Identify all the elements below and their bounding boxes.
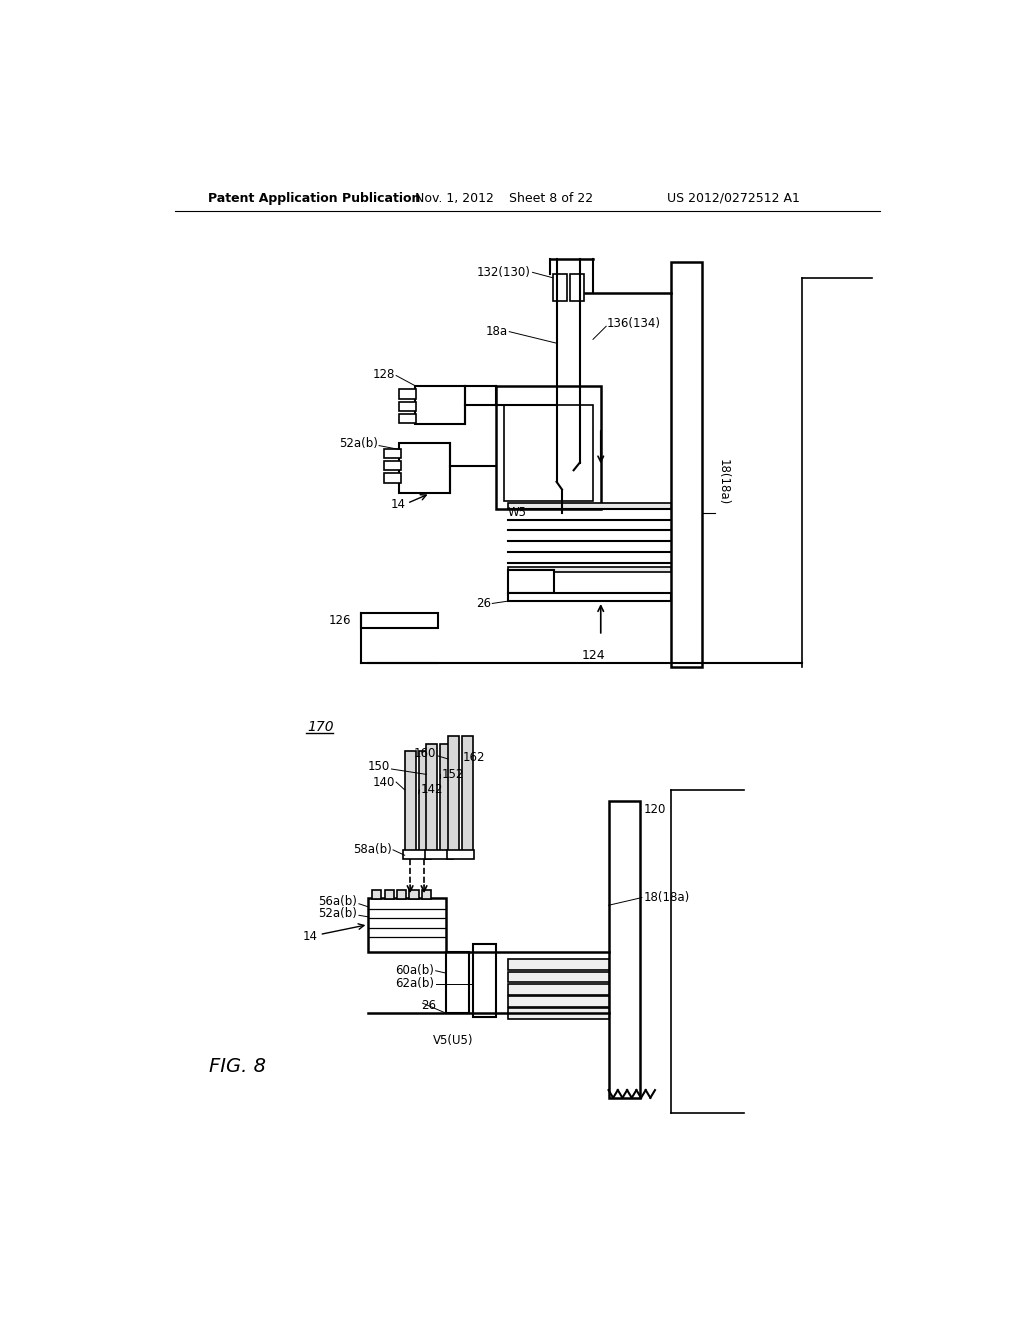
Bar <box>384 461 400 470</box>
Bar <box>553 275 566 301</box>
Bar <box>473 944 496 1016</box>
Text: US 2012/0272512 A1: US 2012/0272512 A1 <box>667 191 800 205</box>
Bar <box>504 405 593 502</box>
Bar <box>426 743 437 851</box>
Bar <box>385 890 394 899</box>
Text: 162: 162 <box>463 751 485 764</box>
Bar <box>419 751 429 851</box>
Text: 62a(b): 62a(b) <box>395 977 434 990</box>
Text: 124: 124 <box>582 648 605 661</box>
Bar <box>445 952 469 1014</box>
Text: 170: 170 <box>308 719 335 734</box>
Text: 126: 126 <box>329 614 351 627</box>
Bar <box>440 743 452 851</box>
Bar <box>608 801 640 1098</box>
Bar <box>399 401 417 411</box>
Bar <box>397 890 407 899</box>
Text: 140: 140 <box>373 776 394 788</box>
Text: 58a(b): 58a(b) <box>352 843 391 857</box>
Bar <box>399 414 417 424</box>
Text: 56a(b): 56a(b) <box>318 895 357 908</box>
Bar <box>508 1008 608 1019</box>
Text: 60a(b): 60a(b) <box>395 964 434 977</box>
Bar <box>372 890 381 899</box>
Text: 26: 26 <box>476 597 490 610</box>
Text: 132(130): 132(130) <box>477 265 531 279</box>
Text: 52a(b): 52a(b) <box>339 437 378 450</box>
Text: 26: 26 <box>421 999 436 1012</box>
Bar <box>508 503 671 508</box>
Bar <box>671 263 701 667</box>
Bar <box>384 449 400 458</box>
Bar <box>508 997 608 1007</box>
Bar <box>360 612 438 628</box>
Bar <box>508 983 608 995</box>
Text: 52a(b): 52a(b) <box>318 907 357 920</box>
Text: 150: 150 <box>368 760 390 774</box>
Text: 14: 14 <box>303 929 317 942</box>
Bar <box>404 751 416 851</box>
Text: V5(U5): V5(U5) <box>433 1034 474 1047</box>
Text: 18(18a): 18(18a) <box>717 458 730 506</box>
Bar <box>508 570 554 594</box>
Text: FIG. 8: FIG. 8 <box>209 1057 266 1077</box>
Bar <box>399 389 417 399</box>
Bar <box>384 474 400 483</box>
Text: Sheet 8 of 22: Sheet 8 of 22 <box>509 191 594 205</box>
Text: 18(18a): 18(18a) <box>643 891 689 904</box>
Text: W5: W5 <box>508 506 526 519</box>
Text: 136(134): 136(134) <box>607 317 660 330</box>
Text: 14: 14 <box>390 499 406 511</box>
Bar <box>403 850 431 859</box>
Bar <box>496 385 601 508</box>
Bar <box>425 850 453 859</box>
Text: Patent Application Publication: Patent Application Publication <box>208 191 420 205</box>
Text: 128: 128 <box>373 367 395 380</box>
Text: Nov. 1, 2012: Nov. 1, 2012 <box>415 191 494 205</box>
Text: 160: 160 <box>414 747 436 760</box>
Bar <box>569 275 584 301</box>
Bar <box>508 960 608 970</box>
Bar <box>449 737 459 851</box>
Bar <box>508 594 671 601</box>
Bar <box>422 890 431 899</box>
Text: 152: 152 <box>442 768 464 781</box>
Bar <box>462 737 473 851</box>
Text: 18a: 18a <box>485 325 508 338</box>
Bar <box>369 898 445 952</box>
Bar <box>410 890 419 899</box>
Bar <box>508 972 608 982</box>
Text: 120: 120 <box>643 803 666 816</box>
Bar <box>399 444 450 494</box>
Bar <box>415 385 465 424</box>
Text: 142: 142 <box>421 783 443 796</box>
Bar <box>508 566 671 572</box>
Bar <box>446 850 474 859</box>
